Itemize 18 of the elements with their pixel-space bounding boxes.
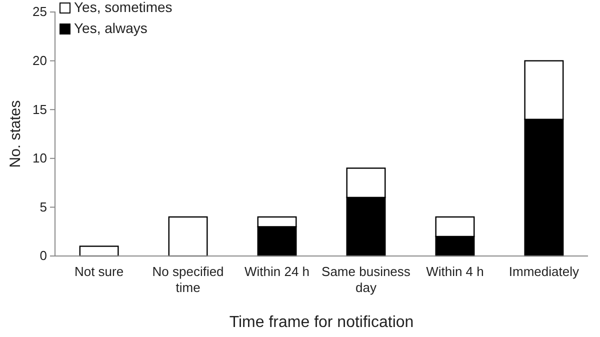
x-tick-label: Same business day <box>322 264 411 295</box>
y-tick-label: 25 <box>32 4 47 20</box>
y-tick-label: 0 <box>40 248 47 264</box>
y-tick-label: 15 <box>32 102 47 117</box>
y-tick-label: 10 <box>32 150 47 166</box>
x-axis-title: Time frame for notification <box>229 314 414 331</box>
x-tick-label: Not sure <box>74 264 124 279</box>
bar <box>79 246 119 257</box>
x-tick-label: No specified time <box>152 264 224 295</box>
bar <box>168 216 208 257</box>
y-axis-title: No. states <box>7 100 24 168</box>
x-tick-label: Immediately <box>508 264 580 279</box>
x-tick-label: Within 4 h <box>426 264 484 279</box>
y-tick-label: 20 <box>32 52 47 68</box>
y-tick-label: 5 <box>40 199 47 214</box>
legend-label: Yes, sometimes <box>74 0 172 15</box>
x-tick-label: Within 24 h <box>244 264 310 279</box>
legend-label: Yes, always <box>74 20 148 36</box>
